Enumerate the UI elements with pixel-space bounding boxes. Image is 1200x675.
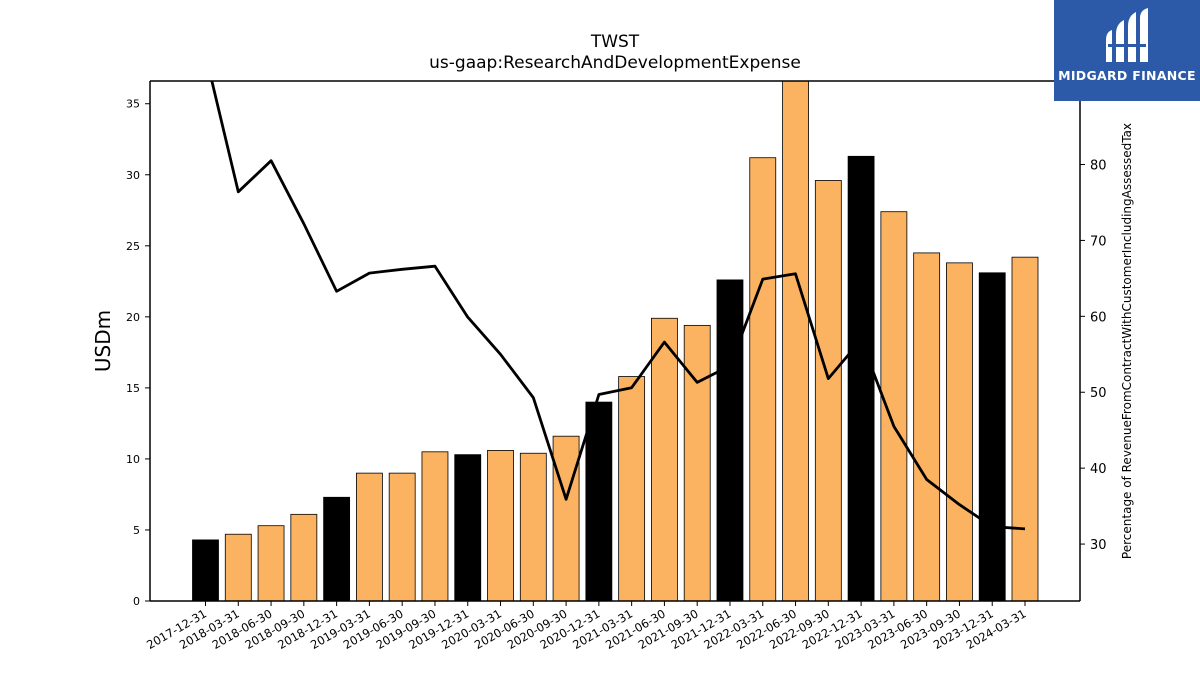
bar-2023-09-30 — [946, 262, 973, 602]
logo-text: MIDGARD FINANCE — [1058, 68, 1196, 83]
bar-2018-09-30 — [290, 513, 318, 602]
bar-2019-12-31 — [454, 454, 482, 602]
bar-2021-03-31 — [618, 376, 646, 602]
bar-2017-12-31 — [192, 539, 219, 602]
bar-2020-09-30 — [552, 435, 580, 602]
y2-tick-label: 60 — [1090, 310, 1107, 325]
y-tick-label: 15 — [126, 382, 140, 395]
y2-axis-label: Percentage of RevenueFromContractWithCus… — [1120, 123, 1134, 559]
bar-2020-12-31 — [585, 401, 613, 602]
bar-2022-06-30 — [782, 80, 809, 602]
y-tick-label: 0 — [133, 595, 140, 608]
bar-2022-12-31 — [847, 155, 875, 602]
bar-2020-06-30 — [519, 452, 547, 602]
bar-2018-03-31 — [224, 533, 252, 602]
y-tick-label: 20 — [126, 311, 140, 324]
chart-subtitle: us-gaap:ResearchAndDevelopmentExpense — [429, 53, 801, 73]
midgard-finance-logo: MIDGARD FINANCE — [1054, 0, 1200, 101]
bar-2023-03-31 — [880, 211, 908, 602]
y2-tick-label: 70 — [1090, 234, 1107, 249]
chart-title: TWST — [590, 32, 640, 52]
y2-tick-label: 30 — [1090, 538, 1107, 553]
y-tick-label: 35 — [126, 98, 140, 111]
bar-2019-09-30 — [421, 451, 449, 602]
bar-2023-12-31 — [978, 272, 1006, 602]
bar-2018-06-30 — [257, 525, 285, 602]
bar-2021-06-30 — [651, 317, 678, 602]
y-axis-label: USDm — [91, 310, 115, 372]
bar-2021-09-30 — [683, 324, 711, 602]
y-tick-label: 30 — [126, 169, 140, 182]
bar-2021-12-31 — [716, 279, 744, 602]
y2-tick-label: 40 — [1090, 462, 1107, 477]
y2-tick-label: 50 — [1090, 386, 1107, 401]
y-tick-label: 5 — [133, 524, 140, 537]
bar-2022-09-30 — [814, 180, 842, 602]
y2-tick-label: 80 — [1090, 159, 1107, 174]
bar-2019-03-31 — [355, 472, 383, 602]
bar-2020-03-31 — [487, 449, 514, 602]
percentage-line — [210, 81, 1026, 531]
bar-2022-03-31 — [749, 157, 777, 602]
bar-2018-12-31 — [323, 496, 351, 602]
bar-2023-06-30 — [913, 252, 941, 602]
midgard-logo-icon — [1106, 8, 1148, 62]
bar-2024-03-31 — [1011, 256, 1039, 602]
bar-2019-06-30 — [388, 472, 416, 602]
y-tick-label: 25 — [126, 240, 140, 253]
y-tick-label: 10 — [126, 453, 140, 466]
